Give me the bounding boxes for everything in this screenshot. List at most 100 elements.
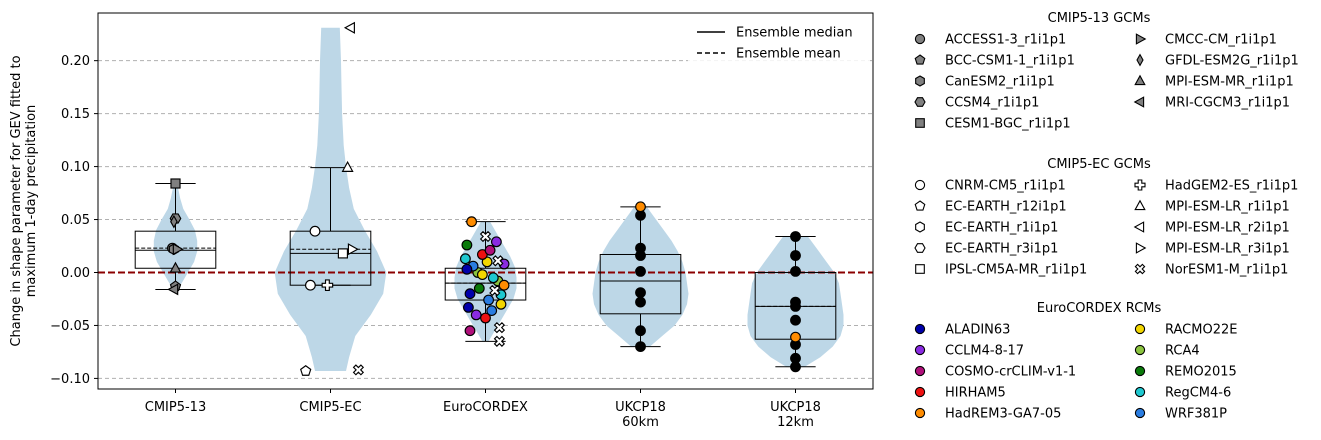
data-point	[492, 255, 504, 267]
marker-shape	[1135, 33, 1147, 45]
marker-shape	[487, 272, 499, 284]
marker-shape	[476, 269, 488, 281]
legend-marker	[1133, 96, 1145, 108]
marker-shape	[493, 335, 506, 347]
marker-shape	[489, 284, 501, 297]
legend-label: ACCESS1-3_r1i1p1	[945, 33, 1066, 48]
legend-label: GFDL-ESM2G_r1i1p1	[1165, 54, 1299, 69]
y-axis-label: maximum 1-day precipitation	[24, 105, 39, 298]
marker-shape	[914, 243, 926, 253]
data-point	[347, 243, 359, 256]
marker-shape	[790, 314, 801, 326]
marker-shape	[170, 178, 181, 189]
legend-label: HIRHAM5	[945, 386, 1006, 401]
data-point	[790, 250, 801, 261]
marker-shape	[1133, 96, 1145, 108]
line-legend: Ensemble median Ensemble mean	[688, 18, 870, 62]
legend-label: RCA4	[1165, 344, 1200, 359]
legend-label: COSMO-crCLIM-v1-1	[945, 365, 1076, 380]
marker-shape	[790, 265, 801, 277]
legend-marker	[914, 386, 926, 398]
legend-label: RegCM4-6	[1165, 386, 1231, 401]
line-legend-label: Ensemble mean	[736, 47, 841, 62]
x-tick-label: 12km	[777, 415, 814, 430]
data-point	[341, 160, 354, 172]
data-point	[170, 178, 181, 189]
y-tick-label: 0.10	[61, 160, 90, 175]
data-point	[473, 282, 485, 294]
legend-block: EuroCORDEX RCMs ALADIN63 CCLM4-8-17 COSMO-c…	[914, 301, 1237, 422]
legend-marker	[1134, 407, 1146, 419]
legend-label: MPI-ESM-LR_r3i1p1	[1165, 242, 1290, 257]
legend-label: HadGEM2-ES_r1i1p1	[1165, 179, 1298, 194]
x-tick-label: UKCP18	[615, 400, 666, 415]
data-point	[493, 335, 506, 347]
line-legend-label: Ensemble median	[736, 26, 853, 41]
data-point	[476, 269, 488, 281]
legend-marker	[914, 323, 926, 335]
legend-marker	[915, 75, 925, 87]
marker-shape	[464, 325, 476, 337]
y-axis-label: Change in shape parameter for GEV fitted…	[9, 55, 24, 346]
marker-shape	[473, 282, 485, 294]
legend-label: EC-EARTH_r12i1p1	[945, 200, 1067, 215]
legend-marker	[1133, 221, 1145, 233]
marker-shape	[304, 279, 316, 291]
marker-shape	[635, 265, 646, 277]
marker-shape	[483, 294, 495, 306]
marker-shape	[914, 97, 926, 107]
data-point	[461, 239, 473, 251]
legend-label: CNRM-CM5_r1i1p1	[945, 179, 1066, 194]
marker-shape	[343, 21, 355, 34]
legend-label: MPI-ESM-MR_r1i1p1	[1165, 75, 1294, 90]
legend-label: WRF381P	[1165, 407, 1227, 422]
marker-shape	[1135, 242, 1147, 254]
legend-marker	[915, 221, 925, 233]
legend-marker	[915, 264, 925, 274]
data-point	[495, 298, 507, 310]
legend-label: MRI-CGCM3_r1i1p1	[1165, 96, 1290, 111]
data-point	[167, 283, 179, 296]
marker-shape	[790, 361, 801, 373]
marker-shape	[480, 312, 491, 324]
marker-shape	[462, 301, 474, 313]
legend-marker	[1135, 242, 1147, 254]
data-point	[489, 284, 501, 297]
y-tick-label: 0.15	[61, 107, 90, 122]
legend-block: CMIP5-EC GCMs CNRM-CM5_r1i1p1 EC-EARTH_r12…	[914, 157, 1298, 278]
marker-shape	[1134, 263, 1146, 275]
marker-shape	[1134, 199, 1146, 211]
data-point	[635, 250, 646, 261]
data-point	[459, 253, 471, 265]
legend-label: CMCC-CM_r1i1p1	[1165, 33, 1277, 48]
data-point	[337, 248, 348, 259]
legend-label: HadREM3-GA7-05	[945, 407, 1061, 422]
marker-shape	[914, 386, 926, 398]
data-point	[464, 325, 476, 337]
legend-marker	[1134, 199, 1146, 211]
marker-shape	[464, 288, 476, 300]
marker-shape	[1134, 344, 1146, 356]
legend-label: EC-EARTH_r1i1p1	[945, 221, 1058, 236]
marker-shape	[914, 323, 926, 335]
legend-label: CCLM4-8-17	[945, 344, 1024, 359]
data-point	[790, 314, 801, 326]
data-point	[461, 263, 473, 275]
data-point	[635, 265, 646, 277]
marker-shape	[915, 75, 925, 87]
marker-shape	[309, 225, 321, 237]
data-point	[487, 272, 499, 284]
marker-shape	[492, 255, 504, 267]
data-point	[790, 361, 801, 373]
marker-shape	[914, 179, 926, 191]
data-point	[498, 279, 510, 291]
marker-shape	[635, 341, 646, 353]
marker-shape	[790, 231, 801, 242]
data-point	[352, 364, 365, 376]
data-point	[172, 243, 184, 256]
legend-marker	[1134, 323, 1146, 335]
legend-marker	[1134, 365, 1146, 377]
legend-marker	[914, 33, 926, 45]
data-point	[309, 225, 321, 237]
